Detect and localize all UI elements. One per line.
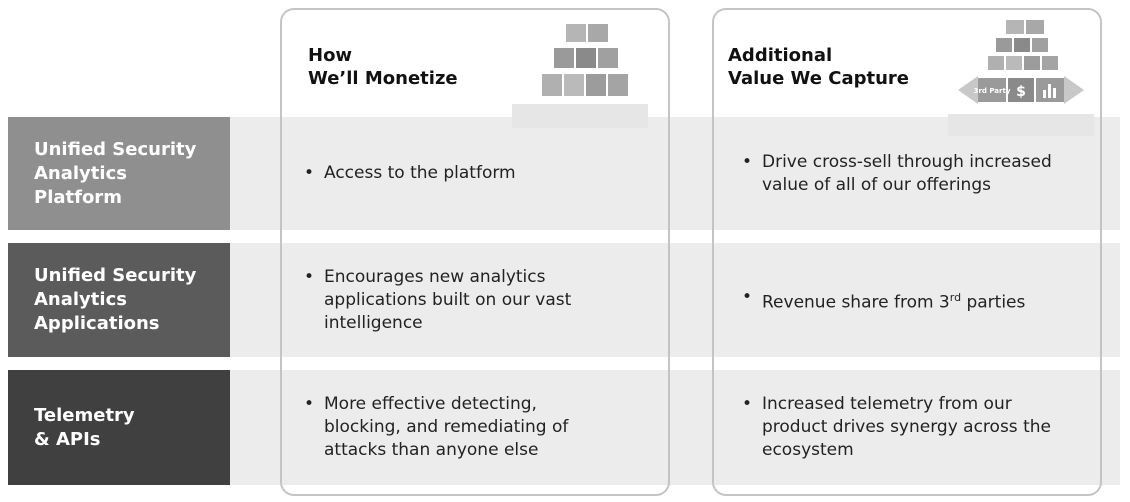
label-line: Unified Security [34,265,197,286]
icon-text: 3rd Party [974,87,1011,95]
header-line: How [308,45,353,66]
label-line: Unified Security [34,138,197,160]
bullet: Drive cross-sell through increased value… [742,151,1090,197]
label-line: Telemetry [34,404,135,426]
cell: Increased telemetry from our product dri… [740,370,1070,485]
bullet: Encourages new analytics applications bu… [304,266,602,335]
column-frame [712,8,1102,496]
bullet: Revenue share from 3rd parties [742,286,1026,315]
bullet: More effective detecting, blocking, and … [304,393,612,462]
header-line: Value We Capture [728,68,909,89]
label-line: & APIs [34,428,101,450]
row-label: Unified Security Analytics Applications [8,243,230,357]
row-label: Unified Security Analytics Platform [8,117,230,230]
label-line: Platform [34,186,122,208]
cell: Encourages new analytics applications bu… [302,243,602,357]
cell: Revenue share from 3rd parties [740,243,1100,357]
cell: Drive cross-sell through increased value… [740,117,1090,230]
cell: More effective detecting, blocking, and … [302,370,612,485]
bullet-text: parties [961,292,1026,313]
bullet-text: Revenue share from 3 [762,292,950,313]
cell: Access to the platform [302,117,642,230]
column-header: Additional Value We Capture [728,44,909,90]
pyramid-icon [512,24,648,128]
row-label: Telemetry & APIs [8,370,230,485]
column-header: How We’ll Monetize [308,44,458,90]
label-line: Analytics [34,289,127,310]
column-frame [280,8,670,496]
superscript: rd [949,290,962,304]
bullet: Access to the platform [304,162,516,185]
icon-text: $ [1016,84,1026,100]
pyramid-icon: 3rd Party $ [948,20,1094,136]
label-line: Analytics [34,162,127,184]
bullet: Increased telemetry from our product dri… [742,393,1070,462]
header-line: Additional [728,45,833,66]
header-line: We’ll Monetize [308,68,458,89]
label-line: Applications [34,313,160,334]
